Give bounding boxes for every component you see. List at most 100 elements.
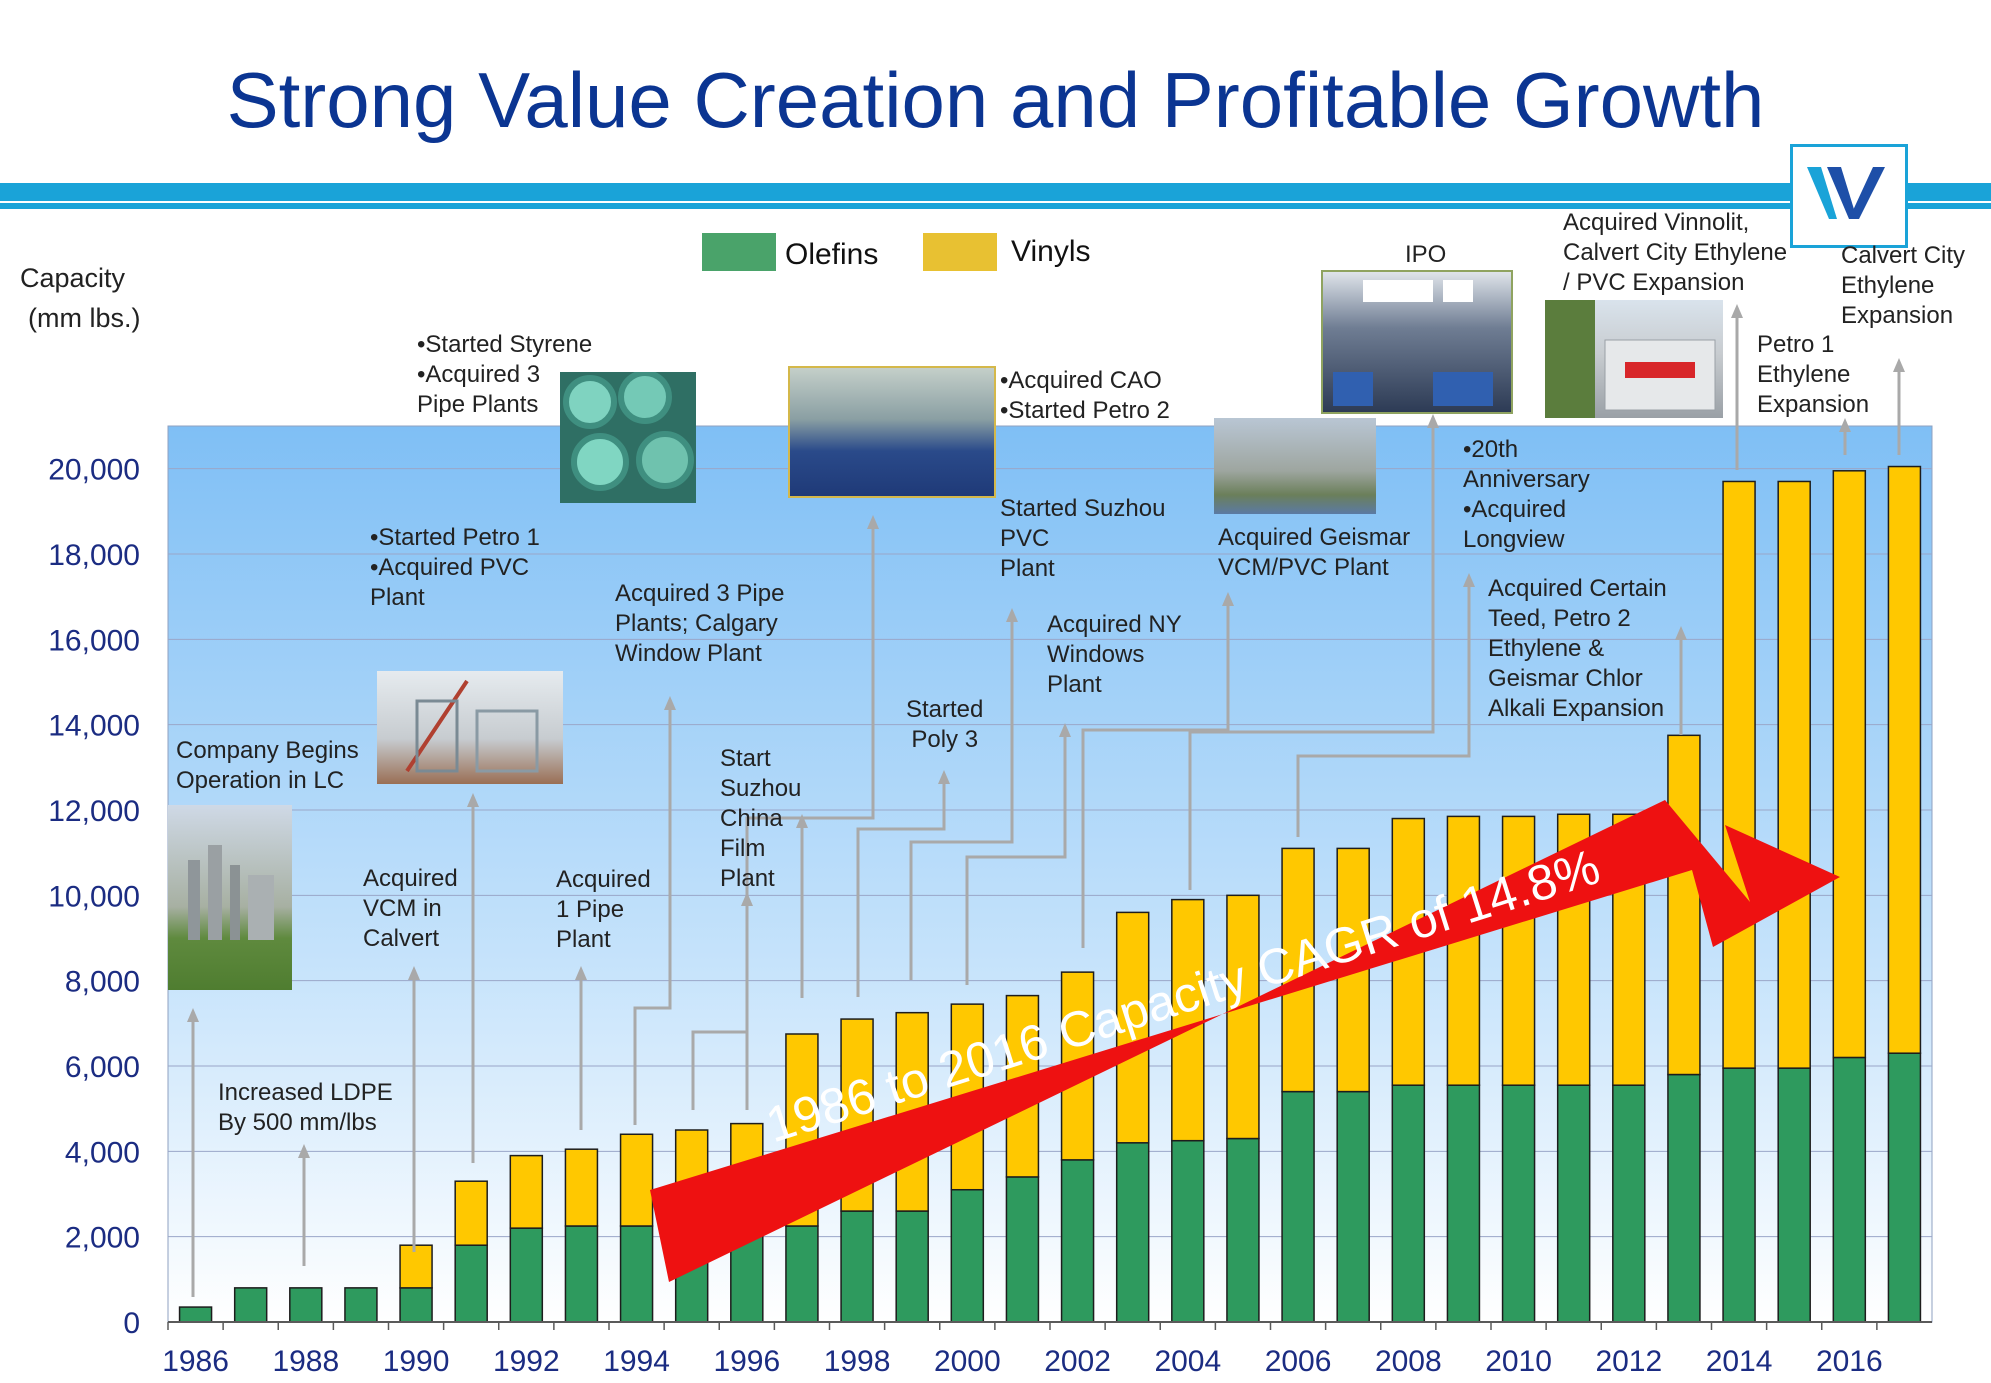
bar-olefins-2011: [1556, 1084, 1591, 1323]
y-tick-label: 8,000: [65, 966, 140, 999]
bar-vinyls-2013: [1667, 734, 1701, 1076]
x-tick-label: 2010: [1485, 1345, 1552, 1378]
bar-vinyls-1991: [454, 1180, 488, 1246]
bar-vinyls-2005: [1226, 894, 1260, 1140]
annotation-started-styrene: •Started Styrene •Acquired 3 Pipe Plants: [417, 331, 593, 418]
x-tick-label: 2008: [1375, 1345, 1442, 1378]
annotation-connector: [633, 700, 672, 1125]
header-band: [0, 183, 1991, 201]
y-tick-label: 12,000: [48, 795, 140, 828]
annotation-arrowhead: [1006, 608, 1018, 622]
bar-olefins-1997: [785, 1225, 819, 1323]
x-tick-label: 2014: [1706, 1345, 1773, 1378]
annotation-arrowhead: [1463, 573, 1475, 587]
y-tick-label: 18,000: [48, 539, 140, 572]
bar-vinyls-1993: [564, 1148, 599, 1227]
annotation-arrowhead: [298, 1144, 310, 1158]
y-axis-label: Capacity (mm lbs.): [20, 258, 140, 338]
header-band-thin: [0, 203, 1991, 209]
bar-vinyls-2014: [1722, 480, 1756, 1069]
annotation-acquired-vcm: Acquired VCM in Calvert: [363, 865, 458, 952]
annotation-arrowhead: [867, 515, 879, 529]
y-tick-label: 14,000: [48, 710, 140, 743]
bar-vinyls-1994: [619, 1133, 654, 1227]
y-tick-label: 4,000: [65, 1136, 140, 1169]
y-axis-label-line2: (mm lbs.): [28, 303, 141, 333]
annotation-acquired-3-pipe: Acquired 3 Pipe Plants; Calgary Window P…: [615, 580, 785, 667]
x-tick-label: 2012: [1595, 1345, 1662, 1378]
photo-construction-crane: [377, 671, 563, 784]
bar-olefins-1998: [840, 1210, 874, 1323]
annotation-certain-teed: Acquired Certain Teed, Petro 2 Ethylene …: [1488, 575, 1667, 722]
annotation-arrowhead: [1222, 592, 1234, 606]
x-tick-label: 1986: [162, 1345, 229, 1378]
annotation-connector: [1081, 596, 1230, 948]
bar-olefins-1988: [289, 1287, 323, 1323]
bar-olefins-1989: [344, 1287, 378, 1323]
bar-vinyls-1992: [509, 1154, 544, 1229]
annotation-acquired-ny-windows: Acquired NY Windows Plant: [1047, 611, 1182, 698]
bar-olefins-2007: [1336, 1090, 1370, 1323]
bar-olefins-2001: [1005, 1176, 1040, 1323]
y-tick-label: 10,000: [48, 880, 140, 913]
x-tick-label: 2004: [1154, 1345, 1221, 1378]
annotation-arrowhead: [575, 966, 587, 980]
annotation-20th-anniversary: •20th Anniversary •Acquired Longview: [1463, 436, 1590, 553]
annotation-suzhou-film: Start Suzhou China Film Plant: [720, 745, 802, 892]
annotation-arrowhead: [1893, 358, 1905, 372]
legend-swatch-vinyls: [923, 233, 997, 271]
bar-olefins-1987: [233, 1287, 268, 1323]
annotation-arrowhead: [796, 814, 808, 828]
x-tick-label: 1988: [272, 1345, 339, 1378]
bar-vinyls-2015: [1777, 480, 1811, 1069]
x-tick-label: 1996: [713, 1345, 780, 1378]
bar-olefins-2004: [1171, 1139, 1205, 1323]
annotation-petro1-ethylene: Petro 1 Ethylene Expansion: [1757, 331, 1870, 418]
x-tick-label: 1990: [383, 1345, 450, 1378]
bar-vinyls-1990: [399, 1244, 433, 1289]
bar-olefins-2005: [1226, 1137, 1260, 1323]
x-tick-label: 2002: [1044, 1345, 1111, 1378]
annotation-arrowhead: [1839, 418, 1851, 432]
legend-label-vinyls: Vinyls: [1011, 235, 1091, 268]
bar-olefins-2015: [1777, 1067, 1811, 1323]
bar-olefins-2014: [1722, 1067, 1756, 1323]
annotation-connector: [909, 612, 1014, 980]
bar-vinyls-2017: [1887, 465, 1922, 1054]
annotation-company-begins: Company Begins Operation in LC: [176, 737, 359, 794]
x-tick-label: 1994: [603, 1345, 670, 1378]
bar-olefins-1994: [619, 1225, 654, 1323]
x-tick-label: 2006: [1265, 1345, 1332, 1378]
bar-olefins-1986: [178, 1306, 213, 1323]
annotation-connector: [1188, 418, 1435, 890]
bar-vinyls-2006: [1281, 847, 1315, 1093]
x-tick-label: 1992: [493, 1345, 560, 1378]
bar-olefins-2003: [1115, 1142, 1150, 1323]
bar-vinyls-2010: [1501, 815, 1536, 1086]
annotation-acquired-vinnolit: Acquired Vinnolit, Calvert City Ethylene…: [1563, 209, 1788, 296]
photo-ipo-nyse: [1321, 270, 1513, 414]
photo-lake-charles-plant: [168, 805, 292, 990]
annotation-arrowhead: [1731, 304, 1743, 318]
bar-olefins-1999: [895, 1210, 929, 1323]
bar-olefins-2000: [950, 1188, 985, 1323]
bar-olefins-1991: [454, 1244, 488, 1323]
bar-vinyls-2016: [1832, 470, 1867, 1059]
x-tick-label: 1998: [824, 1345, 891, 1378]
bar-olefins-1993: [564, 1225, 599, 1323]
annotation-suzhou-pvc: Started Suzhou PVC Plant: [1000, 495, 1166, 582]
bar-olefins-2009: [1446, 1084, 1481, 1323]
annotation-started-poly3: Started Poly 3: [906, 696, 984, 753]
x-tick-label: 2000: [934, 1345, 1001, 1378]
annotation-arrowhead: [1675, 626, 1687, 640]
photo-vinnolit-building: [1545, 300, 1723, 418]
photo-pvc-pipes: [560, 372, 696, 503]
annotation-acquired-1-pipe: Acquired 1 Pipe Plant: [556, 866, 651, 953]
annotation-arrowhead: [938, 770, 950, 784]
annotation-calvert-ethylene: Calvert City Ethylene Expansion: [1841, 242, 1966, 329]
bar-olefins-2012: [1612, 1084, 1646, 1323]
logo-mark: [1807, 167, 1885, 219]
bar-vinyls-2009: [1446, 815, 1481, 1086]
photo-geismar-plant: [1214, 418, 1376, 514]
